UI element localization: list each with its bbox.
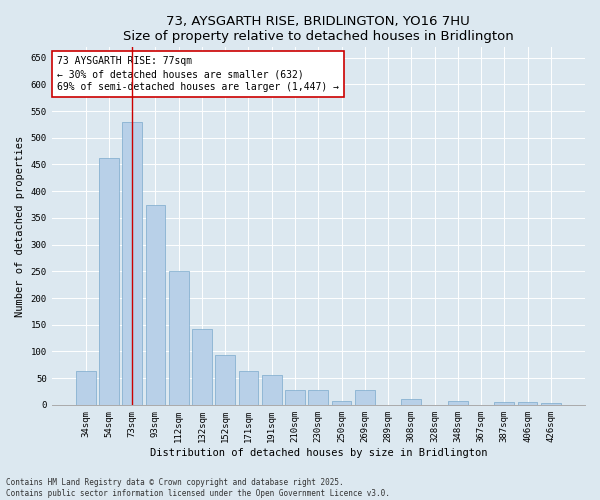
Bar [285,390,305,405]
Bar [99,158,119,405]
Bar [518,402,538,405]
Bar [146,204,166,405]
Bar [494,402,514,405]
Bar [76,371,95,405]
Bar [262,376,281,405]
Title: 73, AYSGARTH RISE, BRIDLINGTON, YO16 7HU
Size of property relative to detached h: 73, AYSGARTH RISE, BRIDLINGTON, YO16 7HU… [123,15,514,43]
Bar [332,400,352,405]
Bar [122,122,142,405]
Bar [541,403,561,405]
Y-axis label: Number of detached properties: Number of detached properties [15,136,25,316]
Bar [192,329,212,405]
Bar [355,390,374,405]
Bar [448,401,468,405]
Bar [215,355,235,405]
Bar [169,272,188,405]
Text: 73 AYSGARTH RISE: 77sqm
← 30% of detached houses are smaller (632)
69% of semi-d: 73 AYSGARTH RISE: 77sqm ← 30% of detache… [57,56,339,92]
Bar [401,400,421,405]
X-axis label: Distribution of detached houses by size in Bridlington: Distribution of detached houses by size … [149,448,487,458]
Bar [239,371,259,405]
Bar [308,390,328,405]
Text: Contains HM Land Registry data © Crown copyright and database right 2025.
Contai: Contains HM Land Registry data © Crown c… [6,478,390,498]
